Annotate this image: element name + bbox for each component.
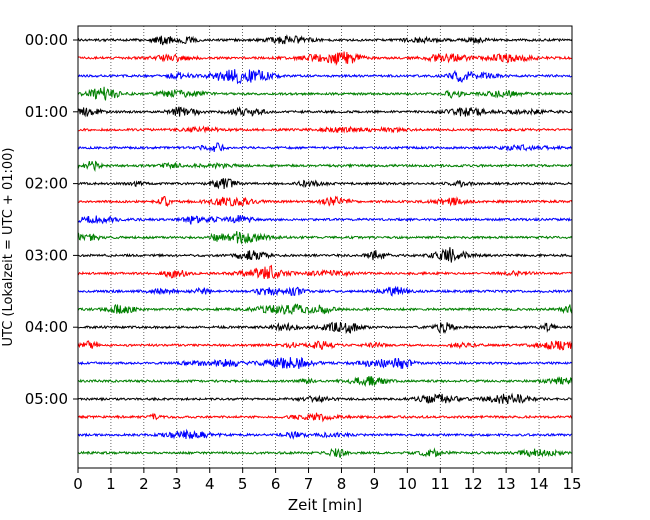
trace-0230 — [77, 214, 573, 225]
x-tick-label: 12 — [464, 475, 483, 493]
trace-0315 — [77, 264, 573, 280]
x-tick-label: 9 — [370, 475, 380, 493]
trace-0415 — [77, 340, 573, 351]
trace-0030 — [78, 69, 573, 85]
x-tick-label: 0 — [73, 475, 83, 493]
trace-0445 — [77, 376, 573, 388]
x-tick-label: 5 — [238, 475, 248, 493]
trace-0130 — [77, 142, 573, 153]
trace-0200 — [77, 178, 573, 190]
trace-0015 — [77, 51, 573, 67]
trace-0045 — [77, 86, 573, 101]
x-tick-label: 11 — [431, 475, 450, 493]
trace-0515 — [77, 412, 573, 423]
y-tick-label: 03:00 — [25, 246, 68, 264]
trace-0300 — [77, 247, 573, 263]
plot-frame — [77, 25, 573, 469]
x-tick-label: 2 — [139, 475, 149, 493]
x-tick-label: 10 — [398, 475, 417, 493]
y-tick-label: 05:00 — [25, 390, 68, 408]
x-tick-label: 13 — [497, 475, 516, 493]
y-tick-label: 02:00 — [25, 175, 68, 193]
trace-0530 — [77, 428, 573, 440]
trace-0000 — [77, 34, 573, 46]
x-tick-label: 7 — [304, 475, 314, 493]
trace-0430 — [77, 356, 573, 369]
y-axis-label: UTC (Lokalzeit = UTC + 01:00) — [1, 148, 16, 347]
y-tick-label: 01:00 — [25, 103, 68, 121]
x-tick-label: 6 — [271, 475, 281, 493]
y-tick-label: 00:00 — [25, 31, 68, 49]
trace-0100 — [77, 106, 573, 118]
trace-0500 — [77, 392, 573, 405]
x-tick-label: 14 — [530, 475, 549, 493]
trace-0330 — [77, 285, 573, 297]
trace-0215 — [77, 195, 573, 208]
seismic-traces — [77, 34, 573, 458]
y-tick-label: 04:00 — [25, 318, 68, 336]
x-tick-label: 3 — [172, 475, 182, 493]
trace-0400 — [77, 321, 573, 335]
x-tick-label: 8 — [337, 475, 347, 493]
trace-0115 — [77, 125, 573, 134]
y-axis-ticks: 00:00 01:00 02:00 03:00 04:00 05:00 — [25, 31, 78, 408]
trace-0245 — [77, 231, 573, 245]
x-axis-ticks: 0 1 2 3 4 5 6 7 8 9 10 11 12 13 14 15 — [73, 468, 582, 493]
x-tick-label: 1 — [106, 475, 116, 493]
trace-0145 — [77, 160, 573, 173]
x-tick-label: 4 — [205, 475, 215, 493]
x-axis-label: Zeit [min] — [288, 496, 362, 514]
x-tick-label: 15 — [562, 475, 581, 493]
trace-0545 — [77, 447, 573, 458]
trace-0345 — [77, 303, 573, 315]
